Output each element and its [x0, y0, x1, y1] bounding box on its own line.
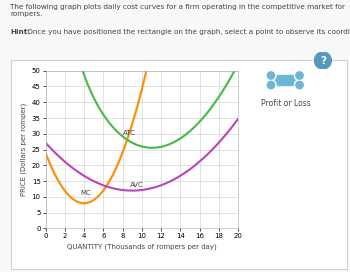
Circle shape: [296, 81, 303, 89]
Circle shape: [296, 72, 303, 79]
Circle shape: [294, 80, 305, 90]
Circle shape: [266, 70, 276, 81]
Text: MC: MC: [80, 190, 91, 196]
Text: AVC: AVC: [130, 183, 144, 188]
Text: ?: ?: [320, 55, 326, 66]
Circle shape: [267, 72, 275, 79]
Text: The following graph plots daily cost curves for a firm operating in the competit: The following graph plots daily cost cur…: [10, 4, 345, 17]
Text: ATC: ATC: [122, 130, 135, 136]
Bar: [271, 76, 300, 85]
Text: Once you have positioned the rectangle on the graph, select a point to observe i: Once you have positioned the rectangle o…: [25, 29, 350, 35]
Circle shape: [267, 81, 275, 89]
Y-axis label: PRICE (Dollars per romper): PRICE (Dollars per romper): [21, 103, 27, 196]
Circle shape: [314, 52, 331, 69]
Circle shape: [294, 70, 305, 81]
Text: Profit or Loss: Profit or Loss: [261, 99, 310, 108]
X-axis label: QUANTITY (Thousands of rompers per day): QUANTITY (Thousands of rompers per day): [67, 243, 217, 250]
Circle shape: [266, 80, 276, 90]
Text: Hint:: Hint:: [10, 29, 31, 35]
